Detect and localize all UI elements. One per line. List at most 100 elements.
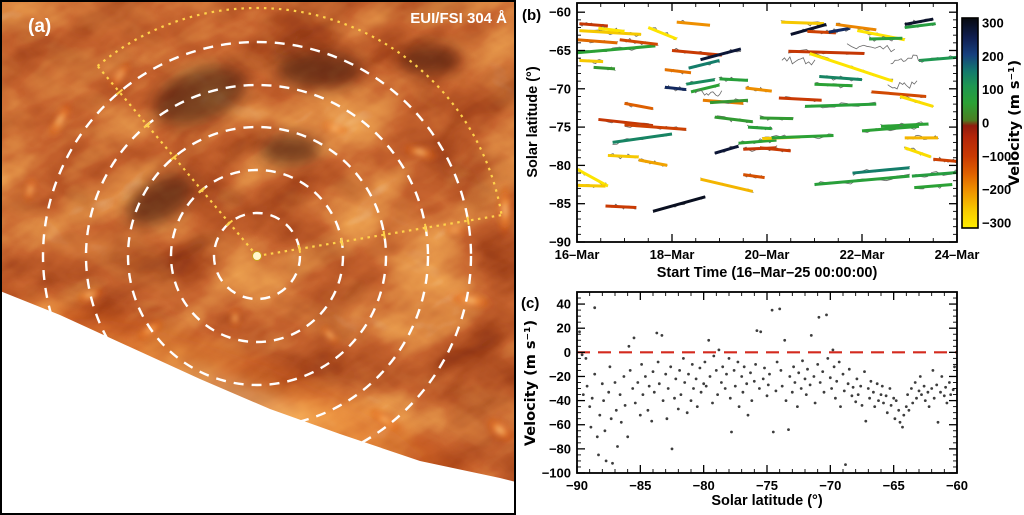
track-fit-line <box>664 85 687 92</box>
scatter-point <box>721 365 725 369</box>
scatter-point <box>879 393 883 396</box>
track-fit-line <box>638 158 668 167</box>
sector-radius-tick <box>198 186 206 194</box>
scatter-point <box>926 390 930 394</box>
track-fit-line <box>835 22 877 32</box>
y-tick-label: −60 <box>549 5 571 20</box>
scatter-point <box>765 394 769 398</box>
track-fit-line <box>577 167 609 188</box>
scatter-point <box>855 377 859 381</box>
scatter-point <box>578 330 581 334</box>
scatter-point <box>589 425 593 429</box>
scatter-point <box>935 383 939 387</box>
scatter-point <box>828 376 832 380</box>
scatter-point <box>723 387 727 390</box>
scatter-point <box>818 381 822 384</box>
scatter-point <box>911 401 915 405</box>
scatter-point <box>664 372 668 376</box>
plot-frame <box>576 2 958 243</box>
colorbar-title: Velocity (m s⁻¹) <box>1007 60 1023 186</box>
scatter-point <box>708 375 712 378</box>
track-fit-line <box>759 146 791 153</box>
scatter-point <box>892 396 896 400</box>
y-tick-label: −75 <box>549 120 571 135</box>
scatter-point <box>872 390 875 394</box>
scatter-point <box>813 401 817 405</box>
scatter-point <box>932 396 936 400</box>
scatter-point <box>944 385 947 389</box>
scatter-point <box>730 430 733 434</box>
track-jitter <box>781 56 816 66</box>
scatter-point <box>804 393 808 396</box>
scatter-point <box>750 399 754 402</box>
scatter-point <box>607 390 611 394</box>
scatter-point <box>628 369 632 372</box>
track-jitter <box>694 88 723 97</box>
scatter-point <box>604 459 608 463</box>
track-fit-line <box>605 204 637 210</box>
scatter-point <box>863 370 866 373</box>
scatter-point <box>614 408 618 412</box>
scatter-point <box>584 357 588 360</box>
scatter-point <box>692 387 695 390</box>
sector-radius-tick <box>297 244 302 254</box>
track-fit-line <box>709 98 749 105</box>
y-tick-label: −65 <box>549 43 571 58</box>
scatter-point <box>939 390 942 394</box>
scatter-point <box>593 372 597 376</box>
scatter-point <box>875 382 879 386</box>
track-fit-line <box>577 38 618 45</box>
track-fit-line <box>809 52 894 83</box>
track-fit-line <box>612 132 673 144</box>
scatter-point <box>650 419 654 423</box>
scatter-point <box>755 329 759 332</box>
track-fit-line <box>577 44 656 55</box>
scatter-point <box>778 307 782 311</box>
scatter-point <box>657 382 661 386</box>
x-tick-label: −85 <box>629 478 651 493</box>
scatter-point <box>854 400 858 404</box>
scatter-point <box>866 387 870 390</box>
track-fit-line <box>690 83 720 94</box>
scatter-point <box>869 379 873 383</box>
scatter-point <box>831 348 835 352</box>
scatter-point <box>936 420 940 424</box>
scatter-point <box>803 377 807 381</box>
scatter-point <box>641 393 645 396</box>
scatter-point <box>611 461 614 465</box>
track-fit-line <box>904 22 936 30</box>
track-fit-line <box>828 26 851 34</box>
track-fit-line <box>778 96 822 102</box>
panel-c-label: (c) <box>521 295 539 312</box>
y-tick-label: −80 <box>549 158 571 173</box>
colorbar-gradient <box>961 17 979 229</box>
sector-radius-tick <box>340 237 344 246</box>
scatter-point <box>768 372 771 376</box>
track-fit-line <box>579 29 642 36</box>
scatter-point <box>754 363 757 366</box>
panel-a-solar-image: (a) EUI/FSI 304 Å <box>0 0 516 515</box>
scatter-point <box>638 413 642 417</box>
scatter-point <box>904 405 908 408</box>
track-fit-line <box>904 17 934 26</box>
scatter-point <box>608 365 612 369</box>
scatter-point <box>822 390 826 394</box>
scatter-point <box>832 365 836 369</box>
scatter-point <box>616 445 619 448</box>
scatter-point <box>945 401 949 405</box>
scatter-point <box>651 370 655 373</box>
scatter-point <box>717 348 721 352</box>
scatter-point <box>801 359 804 363</box>
scatter-point <box>632 336 636 340</box>
scatter-point <box>792 365 795 369</box>
scatter-point <box>847 367 851 371</box>
colorbar-tick-label: −300 <box>982 216 1011 231</box>
track-fit-line <box>676 20 711 27</box>
scatter-point <box>631 387 635 390</box>
velocity-colorbar: 300 200 100 0 −100 −200 −300 <box>961 16 1011 231</box>
scatter-point <box>830 387 833 390</box>
x-tick-label: 24–Mar <box>935 247 980 262</box>
scatter-point <box>673 396 676 400</box>
scatter-layer <box>577 306 957 466</box>
scatter-point <box>685 411 689 415</box>
